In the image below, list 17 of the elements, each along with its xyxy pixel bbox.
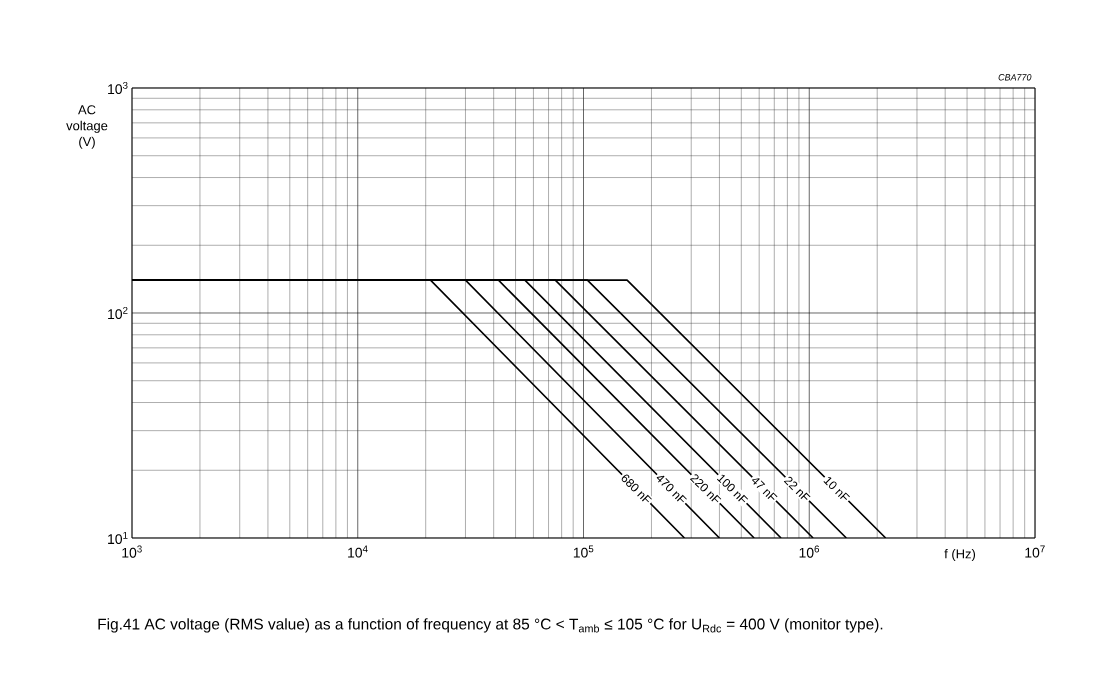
text: CBA770 [998, 74, 1032, 81]
x-tick-label: 10$^{7}$ [1025, 545, 1045, 558]
x-tick-label: 10$^{3}$ [122, 545, 142, 558]
x-tick-label: 10$^{4}$ [348, 545, 368, 558]
x-tick-label: 10$^{5}$ [573, 545, 594, 558]
text: 10 nF [823, 477, 850, 500]
y-axis-title: AC voltage (V) [66, 105, 108, 149]
text: 22 nF [783, 476, 811, 500]
y-tick-label: 10$^{2}$ [108, 306, 128, 320]
x-tick-label: 10$^{6}$ [799, 545, 820, 558]
x-axis-title: f (Hz) [944, 548, 976, 562]
y-tick-label: 10$^{1}$ [108, 531, 128, 545]
text: 47 nF [751, 478, 778, 500]
caption: Fig.41 AC voltage (RMS value) as a function of frequency at 85 °C < T$_{amb}$ ≤ 105 °C for U$_{Rdc}$ = 400 V (monitor type). [98, 618, 883, 633]
text: 470 nF [656, 475, 687, 503]
text: 680 nF [621, 474, 652, 503]
y-tick-label: 10$^{3}$ [108, 81, 128, 95]
